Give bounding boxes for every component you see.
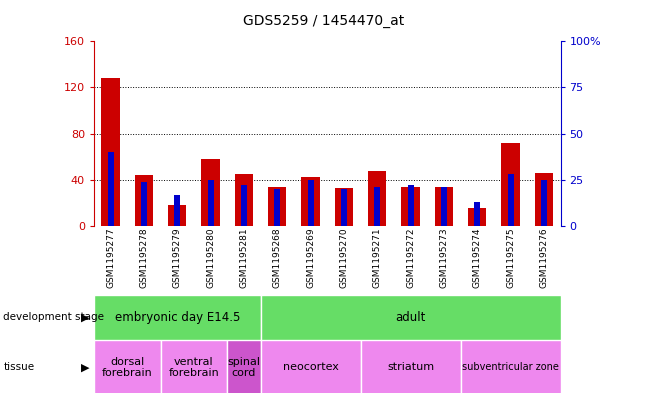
Text: embryonic day E14.5: embryonic day E14.5: [115, 311, 240, 324]
Bar: [507, 174, 513, 226]
Bar: [274, 189, 280, 226]
Bar: [368, 171, 386, 226]
Text: tissue: tissue: [3, 362, 34, 373]
Bar: [260, 340, 360, 393]
Text: striatum: striatum: [387, 362, 434, 373]
Bar: [202, 159, 220, 226]
Text: neocortex: neocortex: [283, 362, 338, 373]
Bar: [174, 195, 180, 226]
Bar: [94, 295, 260, 340]
Bar: [335, 188, 353, 226]
Bar: [301, 178, 319, 226]
Text: GDS5259 / 1454470_at: GDS5259 / 1454470_at: [244, 14, 404, 28]
Bar: [207, 180, 214, 226]
Bar: [375, 187, 380, 226]
Bar: [108, 152, 113, 226]
Bar: [341, 189, 347, 226]
Bar: [141, 182, 147, 226]
Bar: [468, 208, 487, 226]
Text: spinal
cord: spinal cord: [227, 357, 260, 378]
Bar: [241, 185, 247, 226]
Text: subventricular zone: subventricular zone: [462, 362, 559, 373]
Bar: [308, 180, 314, 226]
Bar: [227, 340, 260, 393]
Bar: [102, 78, 120, 226]
Bar: [360, 340, 461, 393]
Bar: [435, 187, 453, 226]
Bar: [401, 187, 420, 226]
Text: dorsal
forebrain: dorsal forebrain: [102, 357, 153, 378]
Bar: [94, 340, 161, 393]
Bar: [502, 143, 520, 226]
Bar: [168, 205, 187, 226]
Bar: [268, 187, 286, 226]
Text: ventral
forebrain: ventral forebrain: [168, 357, 219, 378]
Bar: [541, 180, 547, 226]
Text: adult: adult: [395, 311, 426, 324]
Bar: [461, 340, 561, 393]
Bar: [161, 340, 227, 393]
Text: ▶: ▶: [81, 362, 89, 373]
Bar: [408, 185, 413, 226]
Bar: [235, 174, 253, 226]
Bar: [260, 295, 561, 340]
Bar: [135, 175, 153, 226]
Text: development stage: development stage: [3, 312, 104, 322]
Bar: [535, 173, 553, 226]
Bar: [474, 202, 480, 226]
Text: ▶: ▶: [81, 312, 89, 322]
Bar: [441, 187, 447, 226]
